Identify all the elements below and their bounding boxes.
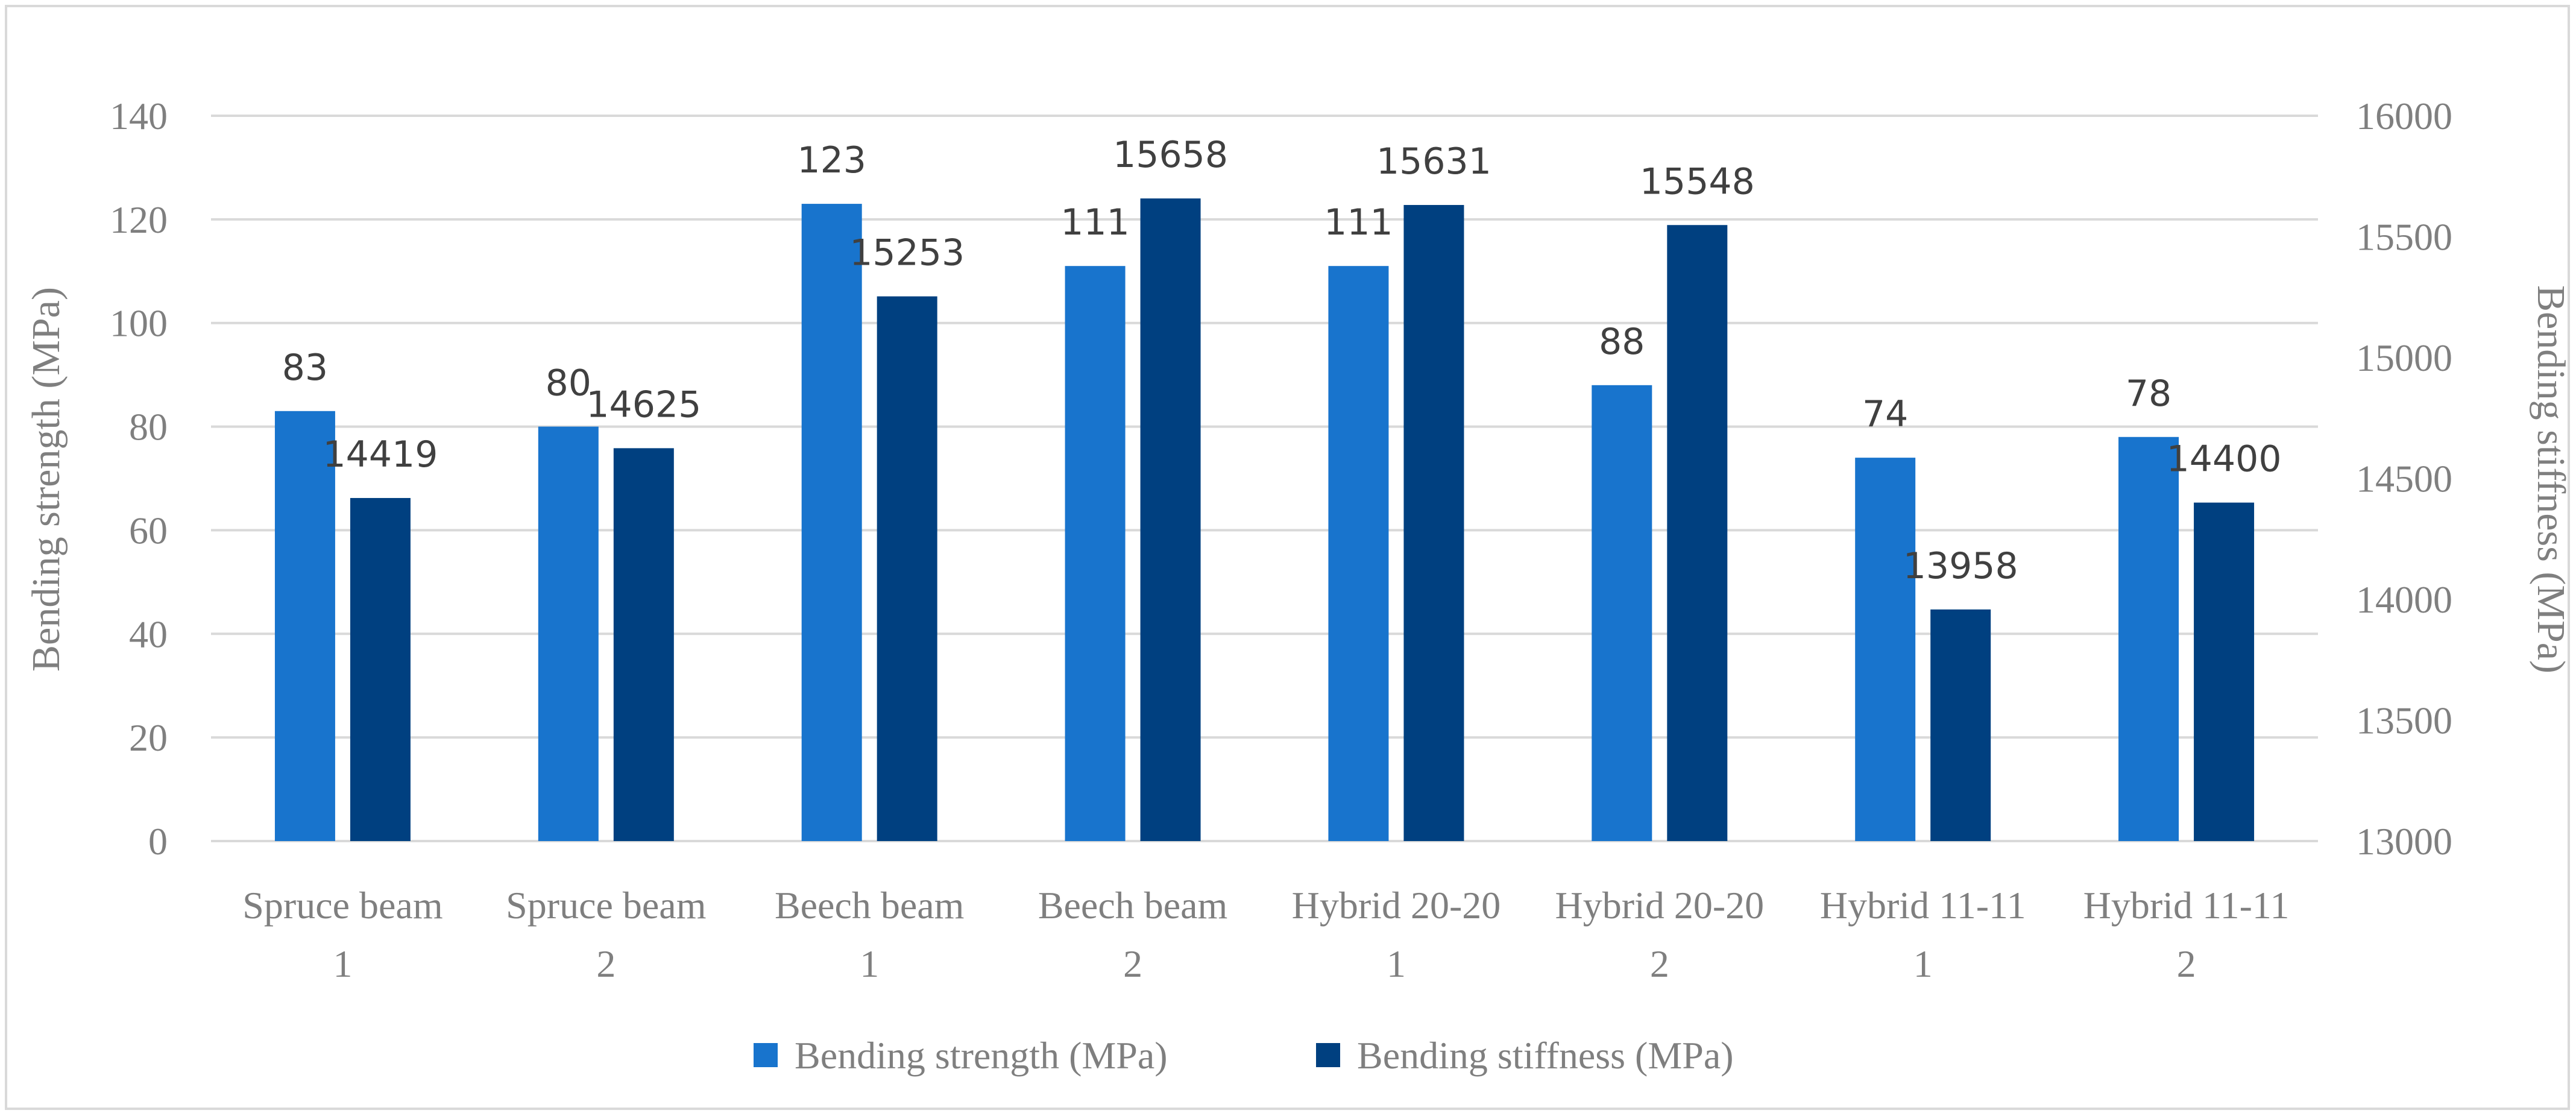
left-tick-label: 60	[129, 509, 168, 552]
category-label-line2: 2	[1650, 942, 1669, 985]
category-label-line2: 2	[2177, 942, 2196, 985]
category-label-line2: 1	[1387, 942, 1406, 985]
right-tick-label: 15500	[2356, 216, 2452, 259]
bar-strength	[274, 411, 335, 841]
bar-stiffness	[613, 448, 674, 841]
left-tick-label: 0	[148, 820, 168, 863]
legend-label-strength: Bending strength (MPa)	[795, 1034, 1168, 1077]
data-label-strength: 74	[1862, 393, 1908, 435]
bars	[274, 198, 2255, 842]
data-label-stiffness: 14625	[586, 383, 701, 426]
left-tick-label: 100	[110, 302, 168, 345]
bar-stiffness	[1140, 198, 1201, 842]
bar-strength	[1592, 385, 1652, 841]
bar-stiffness	[877, 296, 937, 841]
category-label-line2: 1	[1913, 942, 1933, 985]
right-axis-title: Bending stiffness (MPa)	[2529, 285, 2573, 673]
left-axis-ticks: 0 20 40 60 80 100 120 140	[110, 95, 168, 863]
category-label-line2: 1	[860, 942, 879, 985]
data-label-strength: 111	[1060, 201, 1130, 244]
left-tick-label: 40	[129, 613, 168, 655]
right-tick-label: 13500	[2356, 699, 2452, 742]
data-label-strength: 78	[2126, 373, 2171, 415]
data-label-strength: 111	[1324, 201, 1393, 244]
left-tick-label: 20	[129, 716, 168, 759]
data-label-strength: 123	[797, 139, 866, 181]
right-tick-label: 15000	[2356, 336, 2452, 379]
category-labels: Spruce beam 1 Spruce beam 2 Beech beam 1 Beech…	[242, 884, 2289, 985]
category-label-line2: 2	[1123, 942, 1142, 985]
legend-swatch-strength	[754, 1043, 778, 1067]
category-label-line1: Beech beam	[775, 884, 965, 927]
right-tick-label: 16000	[2356, 95, 2452, 137]
data-label-stiffness: 15253	[849, 232, 965, 274]
left-tick-label: 120	[110, 198, 168, 241]
category-label-line1: Hybrid 11-11	[1820, 884, 2026, 927]
data-label-stiffness: 15631	[1376, 140, 1491, 183]
bar-stiffness	[1667, 225, 1728, 841]
category-label-line1: Hybrid 11-11	[2083, 884, 2290, 927]
data-label-stiffness: 15658	[1113, 134, 1228, 176]
bar-stiffness	[2194, 502, 2255, 841]
category-label-line1: Spruce beam	[506, 884, 706, 927]
category-label-line1: Hybrid 20-20	[1555, 884, 1765, 927]
bar-strength	[1065, 266, 1126, 841]
gridlines	[211, 115, 2318, 842]
data-label-stiffness: 14419	[323, 433, 438, 476]
right-tick-label: 14500	[2356, 458, 2452, 500]
category-label-line1: Beech beam	[1038, 884, 1228, 927]
bar-strength	[1328, 266, 1389, 841]
category-label-line2: 2	[596, 942, 616, 985]
legend-label-stiffness: Bending stiffness (MPa)	[1357, 1034, 1734, 1077]
bar-strength	[1855, 458, 1916, 841]
bar-stiffness	[1403, 204, 1464, 841]
data-label-stiffness: 14400	[2167, 438, 2282, 481]
bar-stiffness	[350, 497, 411, 841]
right-axis-ticks: 13000 13500 14000 14500 15000 15500 16000	[2356, 95, 2452, 863]
left-tick-label: 80	[129, 406, 168, 449]
legend: Bending strength (MPa) Bending stiffness…	[754, 1034, 1734, 1077]
data-label-strength: 83	[282, 347, 328, 389]
data-label-strength: 88	[1599, 321, 1645, 363]
category-label-line2: 1	[333, 942, 352, 985]
data-label-strength: 80	[546, 362, 591, 405]
category-label-line1: Spruce beam	[242, 884, 442, 927]
bar-stiffness	[1930, 609, 1991, 841]
left-axis-title: Bending strength (MPa)	[24, 287, 68, 672]
data-label-stiffness: 15548	[1640, 160, 1755, 203]
bar-strength	[538, 426, 599, 841]
right-tick-label: 14000	[2356, 578, 2452, 621]
left-tick-label: 140	[110, 95, 168, 137]
category-label-line1: Hybrid 20-20	[1292, 884, 1501, 927]
bar-strength	[801, 204, 862, 841]
data-label-stiffness: 13958	[1903, 545, 2018, 587]
right-tick-label: 13000	[2356, 820, 2452, 863]
legend-swatch-stiffness	[1316, 1043, 1340, 1067]
bar-strength	[2118, 437, 2179, 841]
